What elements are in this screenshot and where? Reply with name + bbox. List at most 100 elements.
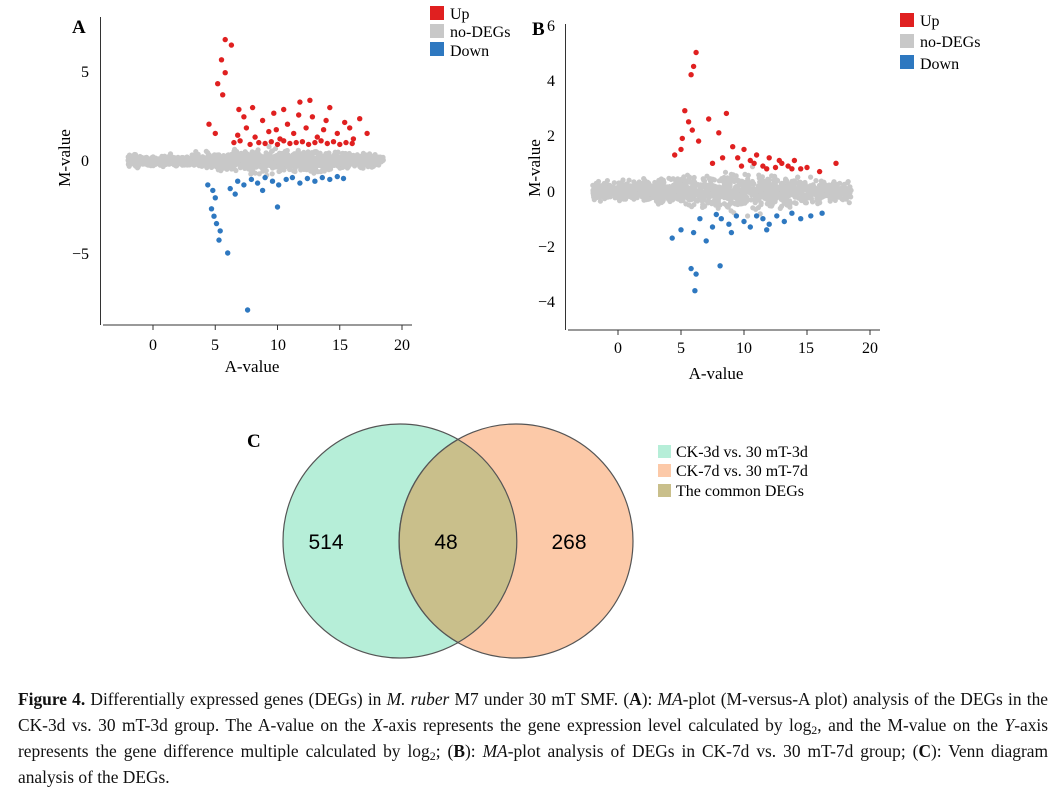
up-point: [791, 157, 798, 164]
down-point: [728, 229, 735, 236]
nodeg-point: [308, 168, 314, 174]
down-point: [235, 178, 241, 184]
caption-italic: X: [372, 715, 383, 735]
legend-down-label: Down: [450, 43, 489, 60]
nodeg-point: [756, 196, 762, 202]
nodeg-point: [623, 191, 629, 197]
nodeg-point: [345, 157, 352, 163]
down-point: [697, 216, 703, 222]
nodeg-point: [163, 158, 169, 164]
nodeg-point: [778, 196, 784, 202]
venn-common-count: 48: [434, 531, 457, 554]
nodeg-point: [699, 197, 705, 203]
nodeg-point: [223, 159, 229, 165]
nodeg-point: [216, 164, 222, 170]
nodeg-point: [831, 194, 837, 200]
nodeg-point: [713, 198, 719, 204]
down-point: [212, 195, 218, 201]
up-point: [307, 97, 313, 104]
caption-subscript: 2: [811, 723, 818, 737]
nodeg-point: [248, 160, 254, 167]
down-point: [312, 178, 318, 184]
panel-a-x-ticks: 0 5 10 15 20: [149, 337, 410, 354]
caption-italic: Y: [1004, 715, 1015, 735]
down-point: [217, 228, 223, 234]
up-point: [296, 112, 302, 118]
nodeg-point: [269, 171, 275, 177]
up-point: [330, 139, 337, 145]
up-point: [682, 108, 688, 114]
nodeg-point: [298, 163, 304, 169]
panel-b-xtick-label: 5: [677, 340, 685, 357]
nodeg-point: [773, 187, 779, 193]
nodeg-point: [252, 170, 258, 176]
nodeg-point: [705, 200, 711, 206]
caption-species: M. ruber: [386, 689, 450, 709]
nodeg-point: [601, 193, 608, 199]
nodeg-point: [662, 189, 668, 195]
up-point: [816, 168, 823, 175]
panel-b-y-axis: [565, 24, 566, 330]
caption-text: -plot analysis of DEGs in CK-7d vs. 30 m…: [507, 741, 919, 761]
up-point: [747, 157, 753, 164]
nodeg-point: [839, 189, 845, 195]
nodeg-point: [357, 164, 363, 170]
panel-a: A 5 0 −5 0 5 10 15 20 A-value M-value Up…: [55, 6, 510, 376]
legend-nodeg-swatch: [900, 34, 914, 48]
down-point: [713, 211, 719, 218]
down-point: [781, 218, 787, 225]
nodeg-point: [787, 204, 793, 210]
panel-b-nodeg-cloud: [568, 164, 880, 335]
down-point: [210, 187, 216, 194]
panel-a-points: [205, 36, 370, 313]
up-point: [327, 104, 333, 111]
up-point: [235, 132, 241, 138]
down-point: [283, 176, 289, 183]
down-point: [760, 216, 766, 222]
nodeg-point: [266, 144, 272, 150]
nodeg-point: [845, 186, 851, 192]
nodeg-point: [692, 189, 698, 195]
nodeg-point: [640, 193, 647, 199]
nodeg-point: [681, 183, 688, 189]
nodeg-point: [205, 155, 211, 161]
panel-b-y-ticks: 6 4 2 0 −2 −4: [538, 18, 555, 311]
up-point: [262, 140, 268, 147]
nodeg-point: [703, 192, 709, 198]
nodeg-point: [683, 179, 689, 185]
down-point: [211, 213, 217, 219]
up-point: [266, 128, 272, 135]
legend-up-swatch: [430, 6, 444, 20]
panel-a-nodeg-cloud: [103, 144, 412, 330]
nodeg-point: [619, 187, 625, 193]
up-point: [364, 130, 370, 137]
legend-down-swatch: [900, 55, 914, 69]
nodeg-point: [722, 169, 729, 175]
nodeg-point: [731, 187, 737, 193]
legend-common-label: The common DEGs: [676, 483, 804, 500]
caption-text: ):: [464, 741, 483, 761]
up-point: [776, 157, 782, 164]
panel-b-ytick-label: 6: [547, 18, 555, 35]
panel-b-letter: B: [532, 19, 545, 40]
up-point: [247, 141, 253, 148]
nodeg-point: [278, 151, 284, 157]
legend-nodeg-swatch: [430, 24, 444, 38]
nodeg-point: [752, 189, 759, 195]
legend-down-label: Down: [920, 56, 959, 73]
legend-set-b-label: CK-7d vs. 30 mT-7d: [676, 463, 808, 480]
nodeg-point: [339, 154, 345, 160]
nodeg-point: [326, 150, 332, 156]
nodeg-point: [370, 155, 376, 161]
nodeg-point: [823, 186, 829, 192]
nodeg-point: [133, 158, 139, 164]
nodeg-point: [772, 199, 778, 205]
nodeg-point: [821, 179, 827, 185]
nodeg-point: [734, 200, 741, 206]
nodeg-point: [640, 181, 646, 187]
up-point: [772, 164, 779, 171]
up-point: [789, 166, 795, 172]
nodeg-point: [233, 167, 239, 174]
nodeg-point: [806, 184, 812, 190]
down-point: [244, 307, 251, 313]
